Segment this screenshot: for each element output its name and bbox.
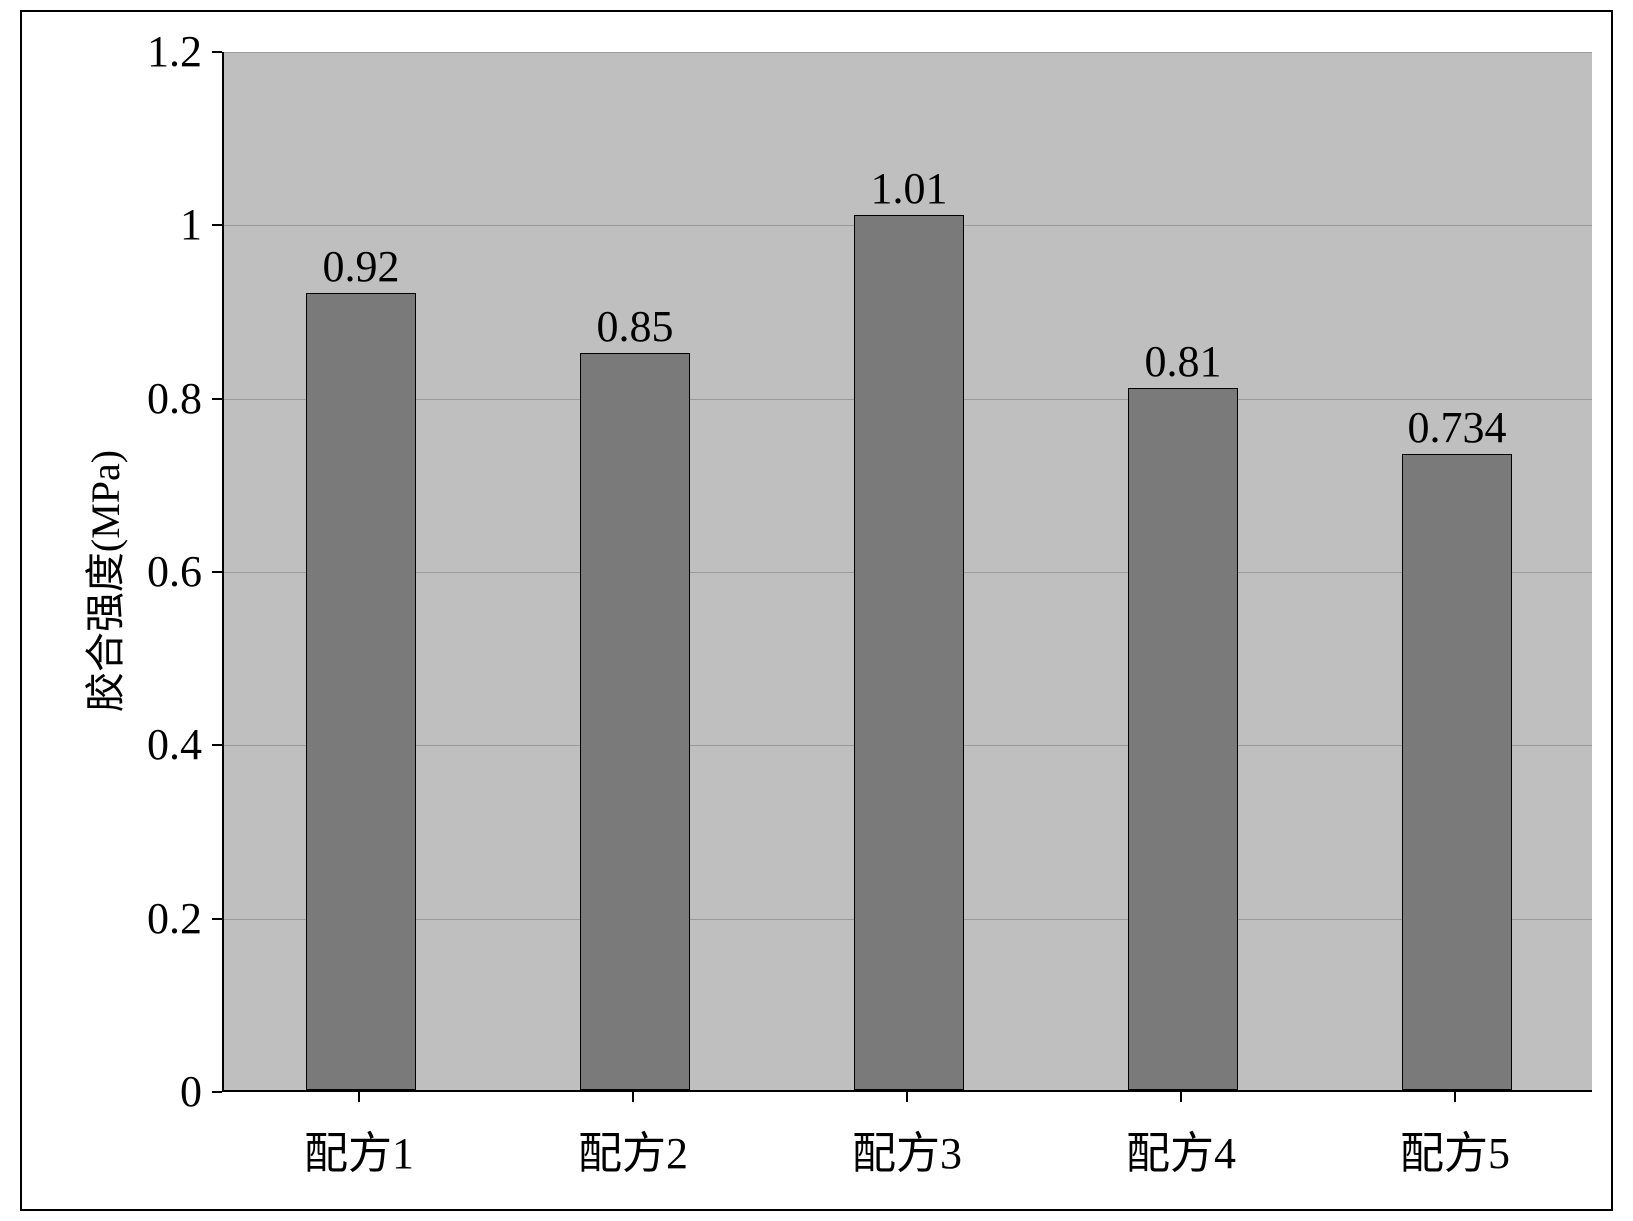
chart-frame: 胶合强度(MPa) 0.920.851.010.810.734 00.20.40… — [20, 10, 1613, 1211]
x-tick-mark — [1180, 1092, 1182, 1102]
bar — [306, 293, 416, 1090]
bar — [580, 353, 690, 1090]
y-tick-label: 0 — [92, 1066, 202, 1117]
y-tick-mark — [212, 398, 222, 400]
y-tick-mark — [212, 1091, 222, 1093]
bar-value-label: 0.734 — [1357, 402, 1557, 453]
y-tick-label: 0.4 — [92, 719, 202, 770]
y-tick-mark — [212, 224, 222, 226]
y-tick-label: 0.2 — [92, 893, 202, 944]
y-tick-label: 1.2 — [92, 26, 202, 77]
y-tick-mark — [212, 744, 222, 746]
plot-area: 0.92 0.85 1.01 0.81 0.734 — [222, 52, 1592, 1092]
x-tick-label: 配方4 — [1081, 1117, 1281, 1181]
bar-value-label: 0.81 — [1083, 336, 1283, 387]
x-tick-label: 配方1 — [259, 1117, 459, 1181]
bar — [1402, 454, 1512, 1090]
y-tick-label: 0.8 — [92, 373, 202, 424]
x-tick-mark — [1454, 1092, 1456, 1102]
x-tick-mark — [358, 1092, 360, 1102]
y-tick-label: 0.6 — [92, 546, 202, 597]
bar — [854, 215, 964, 1090]
y-tick-mark — [212, 51, 222, 53]
bar-value-label: 0.92 — [261, 241, 461, 292]
x-tick-label: 配方5 — [1355, 1117, 1555, 1181]
x-tick-mark — [906, 1092, 908, 1102]
y-tick-mark — [212, 918, 222, 920]
x-tick-label: 配方2 — [533, 1117, 733, 1181]
gridline — [224, 52, 1592, 53]
x-tick-label: 配方3 — [807, 1117, 1007, 1181]
bar — [1128, 388, 1238, 1090]
bar-value-label: 1.01 — [809, 163, 1009, 214]
y-tick-label: 1 — [92, 199, 202, 250]
x-tick-mark — [632, 1092, 634, 1102]
y-tick-mark — [212, 571, 222, 573]
bar-value-label: 0.85 — [535, 301, 735, 352]
